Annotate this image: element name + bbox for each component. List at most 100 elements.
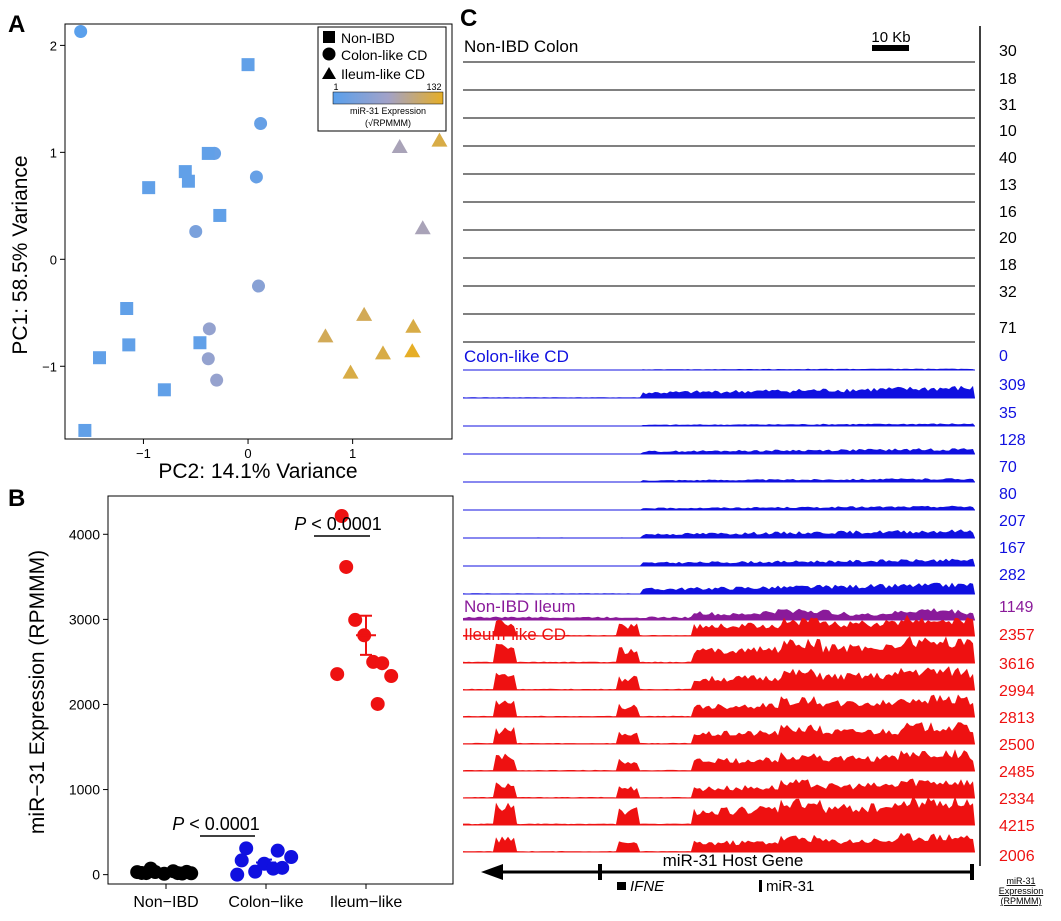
panel-b-letter: B [8, 485, 25, 512]
value-column-header: miR-31 Expression (RPMMM) [999, 876, 1044, 906]
track-expression-value: 18 [999, 71, 1017, 88]
pca-point-circle [254, 116, 268, 130]
expression-points [130, 508, 399, 882]
pca-axis-ticks: −1 0 1 −1 0 1 2 [42, 38, 356, 461]
expression-point [370, 696, 385, 711]
panel-c: C 10 Kb Non-IBD Colon 30 18 31 10 40 13 16 20 18 3… [460, 5, 1043, 906]
gene-annotation: miR-31 Host Gene IFNE miR-31 [481, 851, 974, 895]
pca-plot-frame [64, 23, 453, 440]
pca-x-axis-label: PC2: 14.1% Variance [158, 460, 357, 483]
colorbar-min-label: 1 [333, 82, 338, 92]
track-expression-value: 20 [999, 230, 1017, 247]
pca-point-square [193, 336, 207, 350]
colorbar-title: miR-31 Expression [350, 106, 426, 116]
expression-point [339, 559, 354, 574]
pca-y-axis-label: PC1: 58.5% Variance [9, 155, 32, 354]
track-expression-value: 2357 [999, 627, 1035, 644]
track-expression-value: 128 [999, 432, 1026, 449]
pca-point-square [241, 58, 255, 72]
pca-point-square [213, 208, 227, 222]
track-expression-value: 0 [999, 348, 1008, 365]
pca-point-circle [210, 373, 224, 387]
y-tick-label: 0 [50, 252, 57, 267]
coverage-track-area [463, 423, 975, 426]
track-expression-value: 4215 [999, 818, 1035, 835]
coverage-track-area [463, 385, 975, 398]
expression-point [284, 850, 299, 865]
pca-point-triangle [342, 364, 359, 379]
pca-point-triangle [404, 343, 421, 358]
legend-box [317, 26, 447, 132]
exon-mark [598, 864, 602, 880]
y-tick-label: 3000 [69, 611, 100, 627]
coverage-track-area [463, 832, 975, 852]
coverage-track-area [463, 614, 975, 636]
track-group-label: Non-IBD Ileum [464, 597, 575, 616]
expression-point [239, 841, 254, 856]
coverage-track-area [463, 478, 975, 482]
coverage-track-area [463, 749, 975, 771]
track-expression-value: 80 [999, 486, 1017, 503]
value-column-header-line: Expression [999, 886, 1044, 896]
expression-point [330, 667, 345, 682]
track-expression-value: 35 [999, 405, 1017, 422]
coverage-tracks: Non-IBD Colon 30 18 31 10 40 13 16 20 18 32 71 Colon… [463, 37, 1043, 906]
pca-point-triangle [405, 318, 422, 333]
track-expression-value: 2500 [999, 737, 1035, 754]
x-tick-label: Ileum−like [330, 894, 403, 911]
p-value-text: < 0.0001 [184, 814, 260, 834]
panel-a: A −1 0 1 −1 0 1 2 PC2: 14.1% Variance PC1: 58.… [8, 11, 453, 483]
pca-point-square [157, 383, 171, 397]
p-symbol: P [294, 514, 306, 534]
expression-axis-ticks: 0 1000 2000 3000 4000 Non−IBD Colon−like Ileum−… [69, 526, 402, 911]
mir31-gene-mark [759, 880, 762, 892]
coverage-track-area [463, 636, 975, 663]
track-expression-value: 32 [999, 284, 1017, 301]
pca-point-circle [74, 24, 88, 38]
expression-point [375, 656, 390, 671]
pca-points [74, 24, 448, 437]
y-tick-label: 2 [50, 38, 57, 53]
y-tick-label: 2000 [69, 696, 100, 712]
x-tick-label: Non−IBD [133, 894, 198, 911]
expression-point [143, 861, 158, 876]
expression-y-axis-label: miR−31 Expression (RPMMM) [26, 550, 49, 834]
panel-b: B 0 1000 2000 3000 4000 Non−IBD Colon−like Ileu… [8, 485, 454, 911]
pca-point-square [181, 174, 195, 188]
track-expression-value: 71 [999, 320, 1017, 337]
y-tick-label: 1000 [69, 782, 100, 798]
pca-point-triangle [356, 306, 373, 321]
p-value-text: < 0.0001 [306, 514, 382, 534]
expression-point [230, 867, 245, 882]
expression-plot-frame [107, 495, 454, 885]
track-expression-value: 167 [999, 540, 1026, 557]
ifne-gene-mark [617, 882, 626, 890]
track-expression-value: 2813 [999, 710, 1035, 727]
expression-point [334, 508, 349, 523]
track-expression-value: 309 [999, 377, 1026, 394]
coverage-track-area [463, 448, 975, 454]
coverage-track-area [463, 666, 975, 690]
pca-point-circle [252, 279, 265, 293]
legend-triangle-icon [322, 67, 336, 79]
y-tick-label: 0 [92, 867, 100, 883]
pca-point-triangle [391, 139, 408, 154]
coverage-track-area [463, 795, 975, 825]
legend-square-icon [323, 31, 335, 43]
track-expression-value: 10 [999, 123, 1017, 140]
p-value-label: P < 0.0001 [172, 814, 260, 834]
y-tick-label: 4000 [69, 526, 100, 542]
pca-legend: Non-IBD Colon-like CD Ileum-like CD 1 13… [317, 26, 447, 132]
track-expression-value: 70 [999, 459, 1017, 476]
pca-point-triangle [431, 132, 448, 147]
track-expression-value: 2006 [999, 848, 1035, 865]
y-tick-label: 1 [50, 145, 57, 160]
legend-label-non-ibd: Non-IBD [341, 30, 395, 46]
track-expression-value: 30 [999, 43, 1017, 60]
pca-point-circle [189, 225, 203, 238]
track-group-label: Colon-like CD [464, 347, 569, 366]
track-expression-value: 282 [999, 567, 1026, 584]
exon-mark [970, 864, 974, 880]
track-expression-value: 40 [999, 150, 1017, 167]
